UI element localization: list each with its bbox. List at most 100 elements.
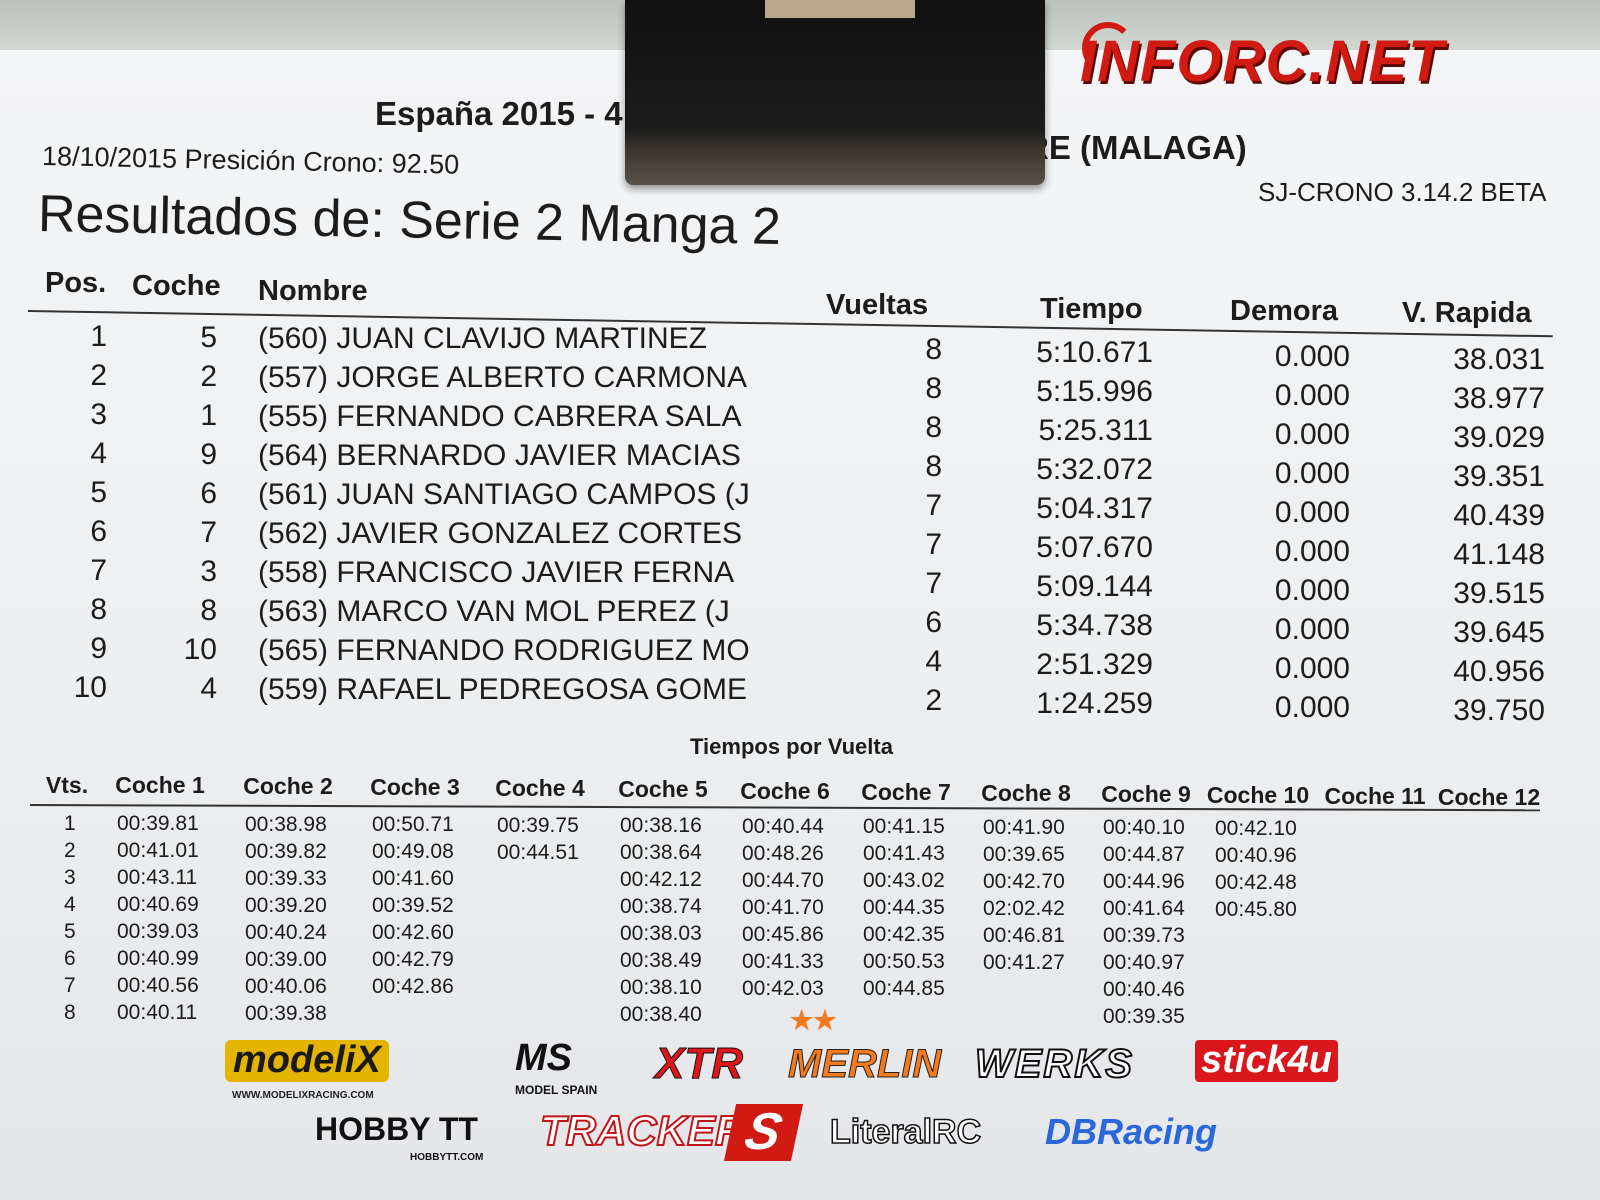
result-rapida-cell: 39.029	[1453, 420, 1545, 454]
logo-werks: WERKS	[974, 1041, 1134, 1087]
lap-time-cell: 00:39.75	[497, 813, 579, 837]
result-nombre-cell: (555) FERNANDO CABRERA SALA	[258, 400, 742, 434]
logo-literalrc: LiteralRC	[829, 1112, 982, 1151]
lap-number: 1	[64, 812, 76, 835]
lap-time-cell: 00:38.98	[245, 812, 327, 836]
result-rapida-cell: 41.148	[1453, 537, 1545, 571]
logo-modelix-url: WWW.MODELIXRACING.COM	[232, 1090, 374, 1101]
result-coche-cell: 8	[200, 594, 217, 628]
result-vueltas-cell: 7	[925, 528, 942, 562]
result-pos-cell: 9	[90, 631, 107, 665]
laps-header-coche-4: Coche 4	[495, 775, 585, 802]
lap-time-cell: 00:39.20	[245, 893, 327, 917]
result-vueltas-cell: 7	[925, 489, 942, 523]
lap-time-cell: 00:38.10	[620, 976, 702, 999]
lap-time-cell: 00:38.03	[620, 922, 702, 945]
logo-model-spain: MODEL SPAIN	[515, 1083, 598, 1097]
lap-number: 3	[64, 866, 76, 889]
lap-time-cell: 00:42.60	[372, 921, 454, 944]
lap-time-cell: 00:42.10	[1215, 816, 1297, 840]
result-demora-cell: 0.000	[1274, 573, 1350, 607]
lap-time-cell: 00:41.15	[863, 815, 945, 838]
col-header-rapida: V. Rapida	[1402, 297, 1532, 329]
lap-time-cell: 00:44.87	[1103, 843, 1185, 866]
result-rapida-cell: 38.977	[1453, 381, 1545, 415]
lap-time-cell: 00:50.53	[863, 950, 945, 973]
logo-merlin: MERLIN	[787, 1042, 942, 1087]
logo-modelix: modeliX	[225, 1039, 389, 1082]
laps-header-coche-1: Coche 1	[115, 772, 205, 798]
laps-header-vts: Vts.	[45, 772, 89, 798]
lap-time-cell: 00:40.97	[1103, 951, 1185, 974]
lap-time-cell: 00:50.71	[372, 813, 454, 836]
result-coche-cell: 3	[200, 555, 217, 589]
lap-time-cell: 00:39.73	[1103, 924, 1185, 947]
lap-time-cell: 00:39.33	[245, 866, 327, 890]
result-vueltas-cell: 6	[925, 606, 942, 640]
signal-icon	[1082, 22, 1134, 74]
result-rapida-cell: 39.515	[1453, 576, 1545, 610]
lap-time-cell: 00:39.65	[983, 842, 1065, 866]
lap-time-cell: 00:44.70	[742, 868, 824, 892]
result-demora-cell: 0.000	[1274, 690, 1350, 724]
result-coche-cell: 4	[200, 672, 217, 706]
lap-time-cell: 00:45.80	[1215, 897, 1297, 921]
result-demora-cell: 0.000	[1274, 495, 1350, 529]
lap-time-cell: 00:41.90	[983, 815, 1065, 839]
lap-time-cell: 00:40.96	[1215, 843, 1297, 867]
lap-time-cell: 00:40.44	[742, 814, 824, 838]
result-tiempo-cell: 5:04.317	[1036, 492, 1153, 526]
result-vueltas-cell: 7	[925, 567, 942, 601]
result-coche-cell: 5	[200, 321, 217, 355]
event-title-right: RE (MALAGA)	[1025, 129, 1247, 166]
lap-time-cell: 00:48.26	[742, 841, 824, 865]
col-header-tiempo: Tiempo	[1040, 293, 1143, 325]
logo-hobbytt-url: HOBBYTT.COM	[410, 1152, 484, 1163]
result-nombre-cell: (561) JUAN SANTIAGO CAMPOS (J	[258, 478, 750, 512]
lap-time-cell: 00:40.06	[245, 974, 327, 998]
laps-title: Tiempos por Vuelta	[690, 734, 893, 759]
result-pos-cell: 1	[90, 319, 107, 353]
col-header-nombre: Nombre	[258, 275, 368, 307]
lap-number: 7	[64, 974, 76, 997]
lap-time-cell: 00:39.52	[372, 894, 454, 917]
lap-time-cell: 00:46.81	[983, 923, 1065, 947]
lap-time-cell: 00:44.51	[497, 840, 579, 864]
laps-header-coche-6: Coche 6	[740, 777, 830, 804]
result-tiempo-cell: 2:51.329	[1036, 648, 1153, 682]
result-tiempo-cell: 5:09.144	[1036, 570, 1153, 604]
logo-tracker: TRACKER	[539, 1106, 746, 1154]
lap-number: 6	[64, 947, 76, 970]
lap-time-cell: 00:39.38	[245, 1001, 327, 1025]
lap-time-cell: 00:41.70	[742, 895, 824, 919]
inforc-watermark: INFORC.NET	[1080, 29, 1445, 94]
result-tiempo-cell: 5:25.311	[1038, 414, 1153, 448]
result-nombre-cell: (558) FRANCISCO JAVIER FERNA	[258, 556, 735, 590]
lap-time-cell: 00:40.11	[117, 1001, 198, 1024]
laps-header-coche-2: Coche 2	[243, 773, 333, 800]
result-coche-cell: 6	[200, 477, 217, 511]
lap-time-cell: 00:42.12	[620, 868, 702, 891]
logo-sworkz: S	[723, 1103, 803, 1162]
result-rapida-cell: 39.750	[1453, 693, 1545, 727]
result-vueltas-cell: 4	[925, 645, 942, 679]
lap-time-cell: 00:38.16	[620, 814, 702, 837]
lap-time-cell: 00:39.35	[1103, 1005, 1185, 1028]
clip-hinge	[765, 0, 915, 18]
laps-header-coche-10: Coche 10	[1206, 781, 1310, 808]
lap-number: 2	[64, 839, 76, 862]
results-sheet	[0, 50, 1600, 1200]
lap-time-cell: 00:44.35	[863, 896, 945, 919]
lap-time-cell: 00:41.33	[742, 949, 824, 973]
lap-time-cell: 00:38.49	[620, 949, 702, 972]
result-coche-cell: 1	[200, 399, 217, 433]
result-demora-cell: 0.000	[1274, 651, 1350, 685]
lap-time-cell: 00:41.64	[1103, 897, 1185, 920]
result-coche-cell: 2	[200, 360, 217, 394]
result-rapida-cell: 39.645	[1453, 615, 1545, 649]
result-rapida-cell: 40.439	[1453, 498, 1545, 532]
lap-time-cell: 00:41.27	[983, 950, 1065, 974]
result-demora-cell: 0.000	[1274, 339, 1350, 373]
result-tiempo-cell: 5:15.996	[1036, 375, 1153, 409]
result-rapida-cell: 39.351	[1453, 459, 1545, 493]
